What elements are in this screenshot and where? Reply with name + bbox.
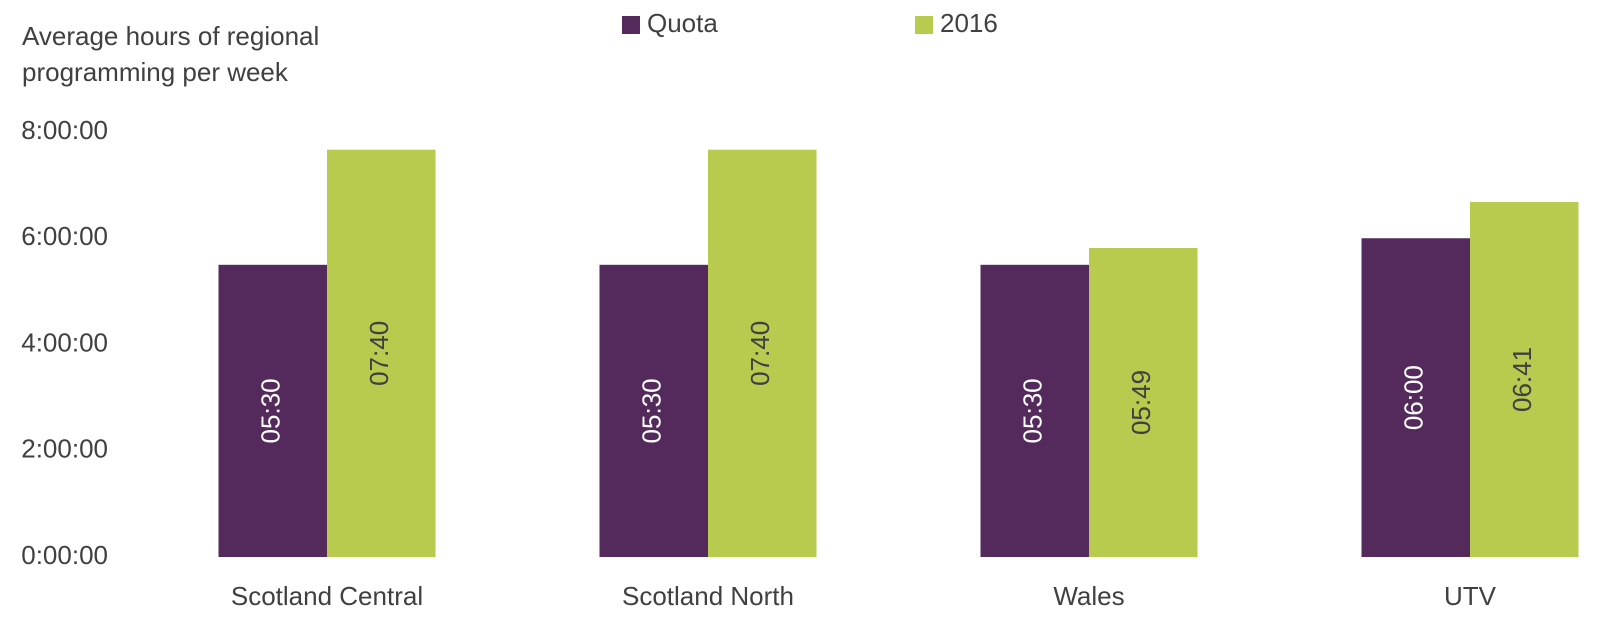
value-label: 05:49	[1126, 370, 1156, 435]
bar	[1089, 247, 1198, 558]
bar	[599, 264, 708, 557]
value-label: 05:30	[637, 378, 667, 443]
y-tick-label: 4:00:00	[21, 327, 108, 357]
x-tick-label: Scotland North	[622, 581, 794, 611]
bar	[980, 264, 1089, 557]
value-label: 05:30	[256, 378, 286, 443]
bar	[327, 149, 436, 558]
bar	[1361, 238, 1470, 557]
x-tick-label: Wales	[1053, 581, 1124, 611]
x-tick-label: UTV	[1444, 581, 1497, 611]
axis-title: Average hours of regional	[22, 21, 319, 51]
value-label: 05:30	[1018, 378, 1048, 443]
axis-title: programming per week	[22, 57, 289, 87]
bar	[1470, 201, 1579, 557]
y-tick-label: 2:00:00	[21, 434, 108, 464]
value-label: 07:40	[364, 321, 394, 386]
x-tick-label: Scotland Central	[231, 581, 423, 611]
bar	[218, 264, 327, 557]
legend-swatch	[622, 16, 640, 34]
bar	[708, 149, 817, 558]
y-tick-label: 8:00:00	[21, 115, 108, 145]
legend-swatch	[915, 16, 933, 34]
value-label: 06:00	[1399, 365, 1429, 430]
legend-label: Quota	[647, 8, 718, 38]
y-tick-label: 0:00:00	[21, 540, 108, 570]
legend-label: 2016	[940, 8, 998, 38]
value-label: 07:40	[745, 321, 775, 386]
y-tick-label: 6:00:00	[21, 221, 108, 251]
value-label: 06:41	[1507, 347, 1537, 412]
